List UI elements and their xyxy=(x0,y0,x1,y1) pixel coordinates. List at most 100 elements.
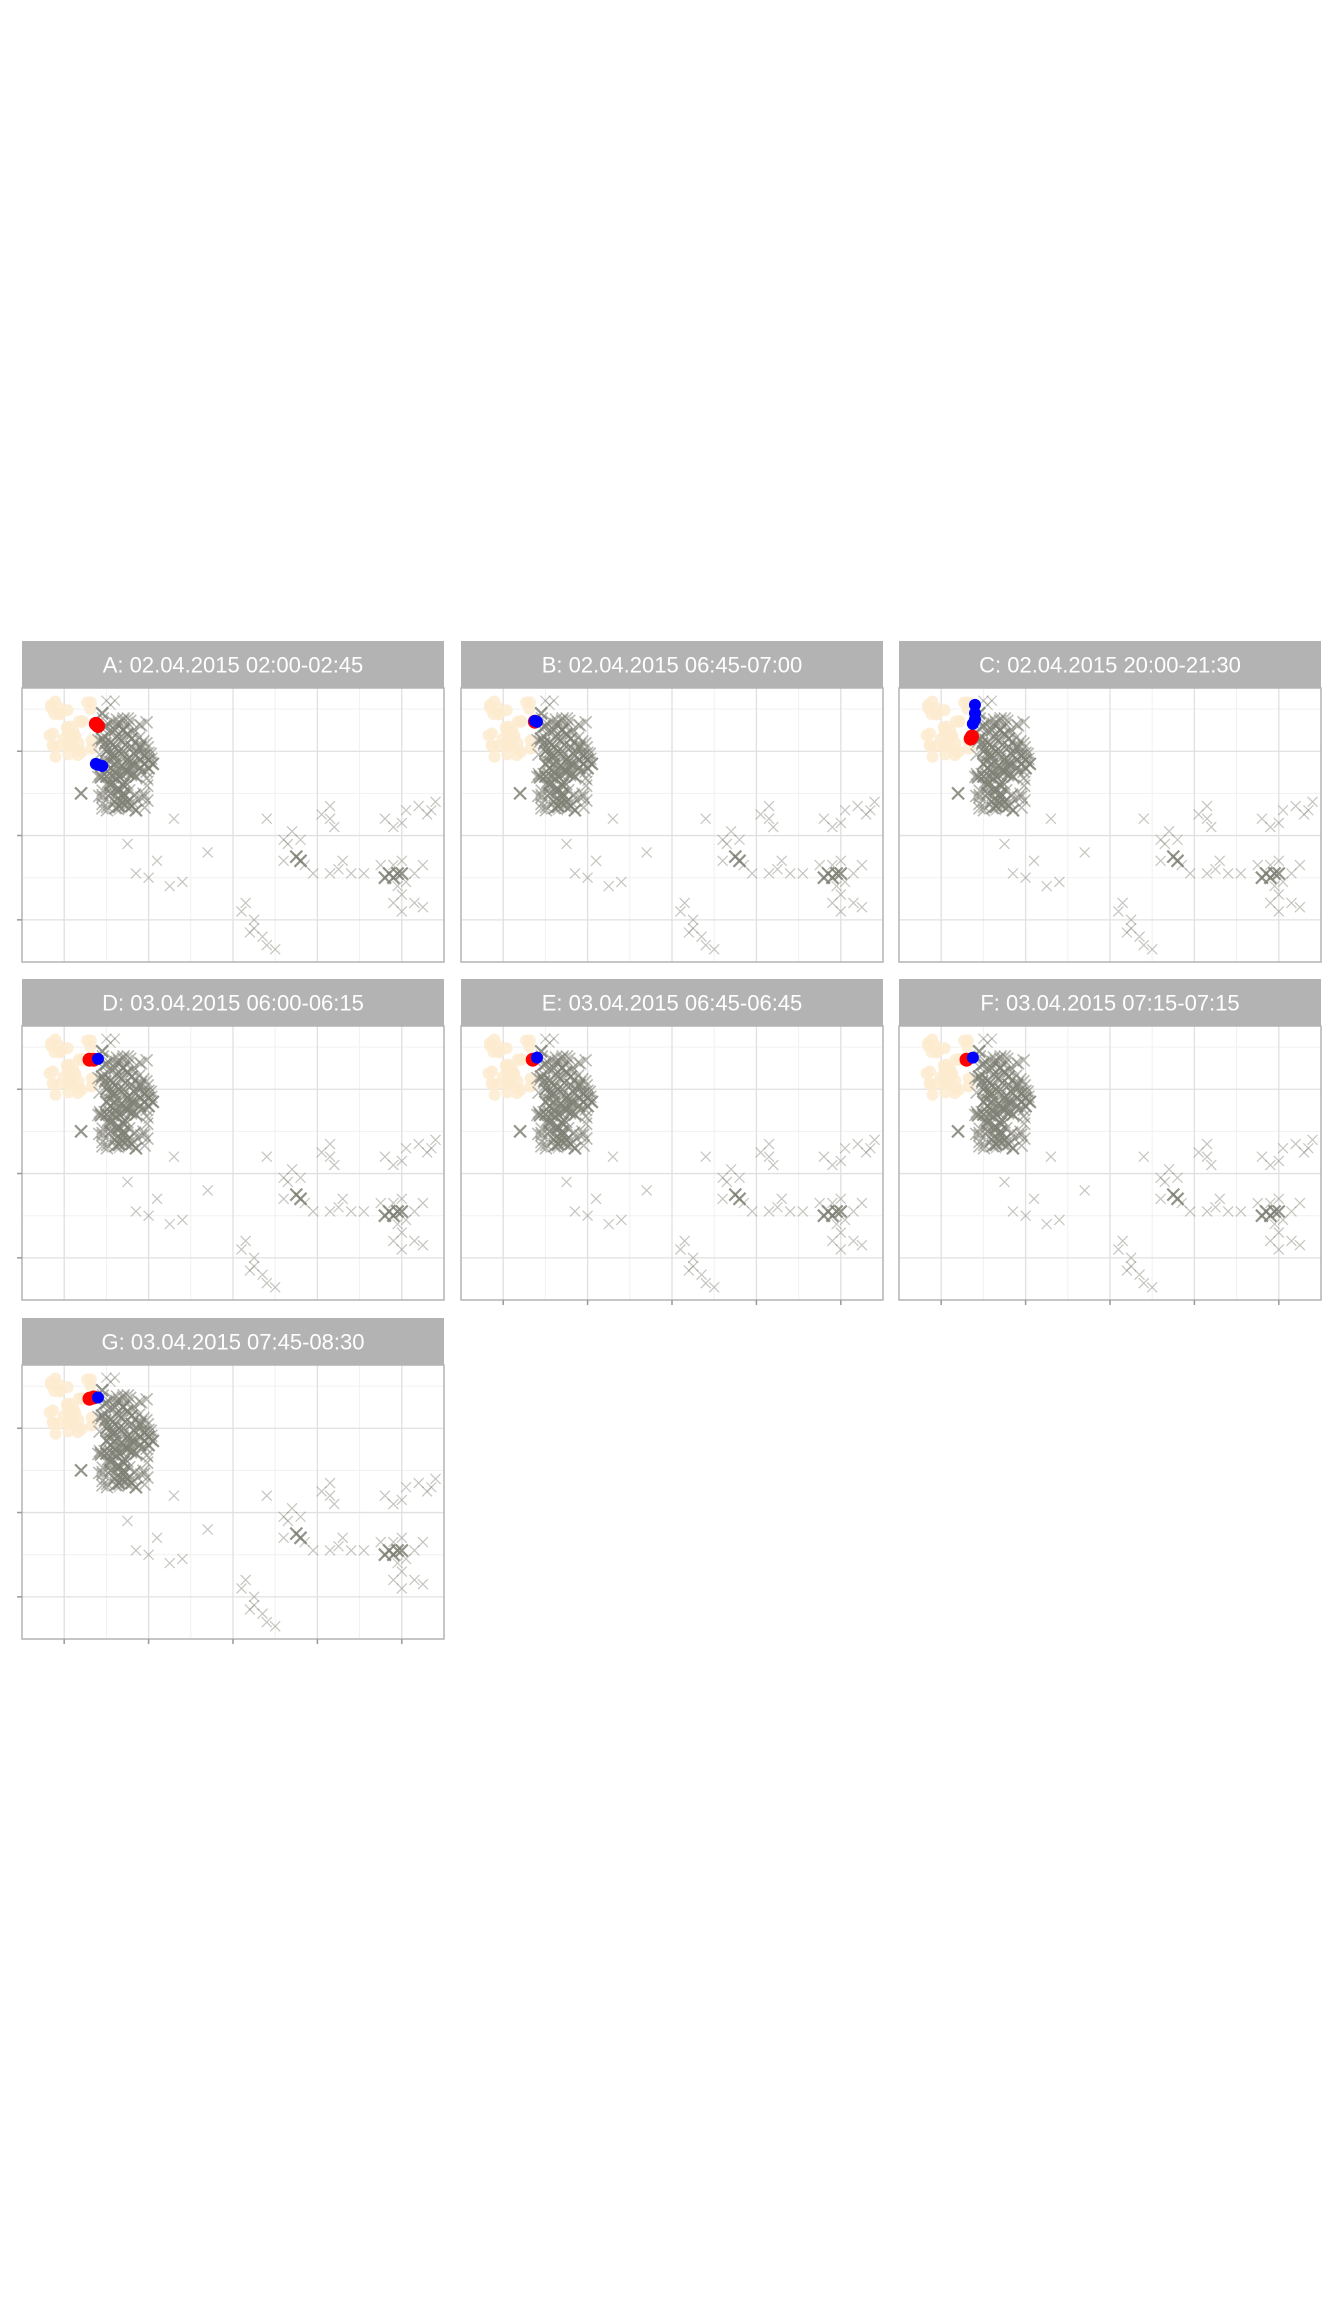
cross-mark xyxy=(1020,1210,1032,1222)
red-point xyxy=(88,716,103,731)
cross-mark xyxy=(132,717,146,732)
cross-mark xyxy=(539,1033,551,1045)
cross-mark xyxy=(425,1142,437,1154)
cross-mark xyxy=(826,897,838,909)
cross-mark xyxy=(108,1417,122,1431)
cream-point xyxy=(482,1067,495,1080)
cross-mark xyxy=(396,1227,408,1238)
cross-mark xyxy=(74,1124,88,1139)
cross-mark xyxy=(108,740,122,754)
cross-mark xyxy=(421,1486,433,1497)
cross-mark xyxy=(1138,939,1150,951)
cross-mark xyxy=(396,889,408,900)
cross-mark xyxy=(1017,1053,1031,1067)
cross-mark xyxy=(1302,1142,1314,1154)
cross-mark xyxy=(140,1448,154,1462)
blue-point xyxy=(968,698,981,711)
cross-mark xyxy=(539,695,551,707)
cross-mark xyxy=(1000,714,1014,728)
cross-mark xyxy=(136,787,151,801)
cross-mark xyxy=(96,1122,110,1136)
cross-mark xyxy=(575,1125,590,1139)
cross-mark xyxy=(103,1425,118,1440)
cross-mark xyxy=(582,1210,594,1222)
blue-point xyxy=(966,1051,979,1064)
cross-mark xyxy=(248,922,260,934)
plot-marks xyxy=(43,1033,441,1293)
cross-mark xyxy=(549,713,563,727)
cross-mark xyxy=(392,880,404,892)
cross-mark xyxy=(607,1151,619,1163)
cross-mark xyxy=(269,943,281,955)
cross-mark xyxy=(122,838,133,850)
cream-point xyxy=(492,739,505,752)
cross-mark xyxy=(763,800,775,812)
cross-mark xyxy=(555,778,570,792)
cross-mark xyxy=(1117,897,1129,909)
cross-mark xyxy=(582,872,594,884)
cross-mark xyxy=(328,1498,340,1510)
cross-mark xyxy=(563,1095,578,1109)
cream-point xyxy=(43,729,56,742)
cross-mark xyxy=(1277,1142,1289,1154)
cross-mark xyxy=(141,1099,156,1113)
cross-mark xyxy=(542,786,557,801)
cross-mark xyxy=(708,943,720,955)
cross-mark xyxy=(1294,901,1306,913)
cross-mark xyxy=(972,1139,987,1153)
panel-title: F: 03.04.2015 07:15-07:15 xyxy=(980,991,1239,1016)
cross-mark xyxy=(687,914,699,926)
cross-mark xyxy=(999,1176,1010,1188)
cross-mark xyxy=(417,859,429,871)
cross-mark xyxy=(240,1574,252,1586)
cross-mark xyxy=(551,1137,565,1151)
cross-mark xyxy=(562,714,576,728)
blue-point xyxy=(530,1051,543,1064)
cross-mark xyxy=(561,1176,572,1188)
cross-mark xyxy=(513,786,527,801)
cream-point xyxy=(961,1040,974,1053)
cream-point xyxy=(53,708,66,721)
cross-mark xyxy=(124,1095,139,1109)
cross-mark xyxy=(278,1532,290,1544)
cream-point xyxy=(84,1379,97,1392)
cross-mark xyxy=(1201,813,1213,825)
cross-mark xyxy=(568,1107,582,1122)
cross-mark xyxy=(345,1545,357,1556)
cream-point xyxy=(926,750,939,763)
cross-mark xyxy=(138,800,152,815)
cross-mark xyxy=(1166,1187,1181,1202)
cross-mark xyxy=(400,1142,412,1154)
plot-marks xyxy=(482,1033,880,1293)
cream-point xyxy=(43,1067,56,1080)
cross-mark xyxy=(534,801,549,815)
cross-mark xyxy=(316,1486,328,1497)
cross-mark xyxy=(103,748,118,763)
cross-mark xyxy=(1079,846,1091,858)
panel-f: F: 03.04.2015 07:15-07:15 xyxy=(898,979,1322,1305)
cross-mark xyxy=(776,855,788,867)
cross-mark xyxy=(1273,1155,1285,1167)
cross-mark xyxy=(641,1184,653,1196)
cross-mark xyxy=(95,731,109,746)
cross-mark xyxy=(396,855,408,867)
cross-mark xyxy=(1269,880,1281,892)
cross-mark xyxy=(835,1193,847,1205)
cross-mark xyxy=(1138,1151,1150,1163)
cross-mark xyxy=(797,868,809,879)
cross-mark xyxy=(579,1109,593,1123)
cross-mark xyxy=(987,1051,1001,1065)
cream-point xyxy=(514,1083,527,1096)
cross-mark xyxy=(286,1502,298,1514)
cross-mark xyxy=(417,1197,429,1209)
cross-mark xyxy=(831,880,843,892)
cross-mark xyxy=(1273,889,1285,900)
panel-border xyxy=(460,687,884,963)
cross-mark xyxy=(1014,748,1029,763)
cream-point xyxy=(84,1040,97,1053)
cross-mark xyxy=(96,784,110,798)
cross-mark xyxy=(413,1477,425,1489)
cross-mark xyxy=(1000,1052,1014,1066)
cross-mark xyxy=(569,868,581,879)
cross-mark xyxy=(532,1086,546,1100)
